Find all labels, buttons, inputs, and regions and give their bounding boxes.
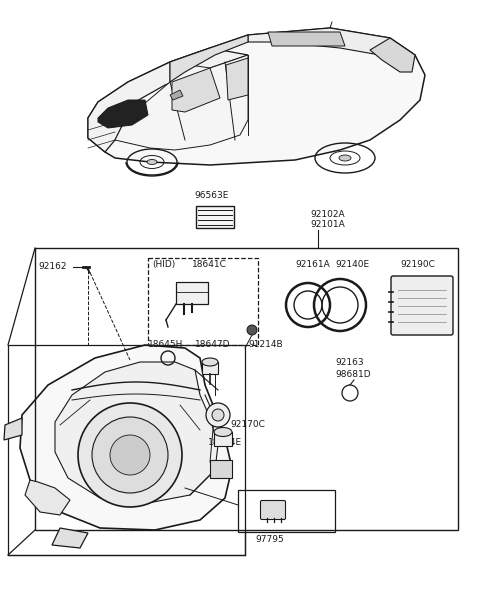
Bar (202, 362, 218, 374)
Polygon shape (370, 38, 415, 72)
Text: 92163: 92163 (335, 358, 364, 367)
Polygon shape (170, 90, 183, 100)
Bar (35, 248, 458, 530)
Text: 92162: 92162 (38, 262, 67, 271)
Polygon shape (20, 345, 232, 530)
Polygon shape (226, 58, 248, 100)
Polygon shape (248, 28, 415, 55)
Bar (148, 258, 258, 345)
Text: 92161A: 92161A (295, 260, 330, 269)
Text: (HID): (HID) (152, 260, 175, 269)
FancyBboxPatch shape (261, 500, 286, 520)
Bar (176, 282, 208, 304)
Polygon shape (172, 68, 220, 112)
Bar (238, 490, 335, 532)
Polygon shape (55, 362, 218, 503)
Polygon shape (88, 28, 425, 165)
Ellipse shape (202, 358, 218, 366)
Circle shape (206, 403, 230, 427)
Text: 18641C: 18641C (192, 260, 227, 269)
Polygon shape (88, 48, 248, 152)
Text: 92140E: 92140E (335, 260, 369, 269)
Circle shape (212, 409, 224, 421)
Text: 18647D: 18647D (195, 340, 230, 349)
Polygon shape (4, 418, 22, 440)
Polygon shape (25, 480, 70, 515)
Circle shape (78, 403, 182, 507)
Text: 18644E: 18644E (208, 438, 242, 447)
Text: 92102A: 92102A (310, 210, 345, 219)
Ellipse shape (214, 427, 232, 436)
Circle shape (247, 325, 257, 335)
Polygon shape (52, 528, 88, 548)
Text: 98681D: 98681D (335, 370, 371, 379)
Bar (8, 345, 245, 555)
Text: 96563E: 96563E (195, 191, 229, 200)
FancyBboxPatch shape (391, 276, 453, 335)
Ellipse shape (147, 159, 157, 165)
Polygon shape (268, 32, 345, 46)
Bar (196, 206, 234, 228)
Bar (214, 432, 232, 446)
Bar (210, 460, 232, 478)
Text: 92190C: 92190C (400, 260, 435, 269)
Circle shape (110, 435, 150, 475)
Text: 18645H: 18645H (148, 340, 183, 349)
Text: 92170C: 92170C (230, 420, 265, 429)
Polygon shape (170, 35, 248, 82)
Polygon shape (98, 100, 148, 128)
Circle shape (92, 417, 168, 493)
Text: 91214B: 91214B (248, 340, 283, 349)
Ellipse shape (339, 155, 351, 161)
Polygon shape (115, 55, 248, 150)
Text: 97795: 97795 (256, 535, 284, 544)
Text: 92101A: 92101A (310, 220, 345, 229)
